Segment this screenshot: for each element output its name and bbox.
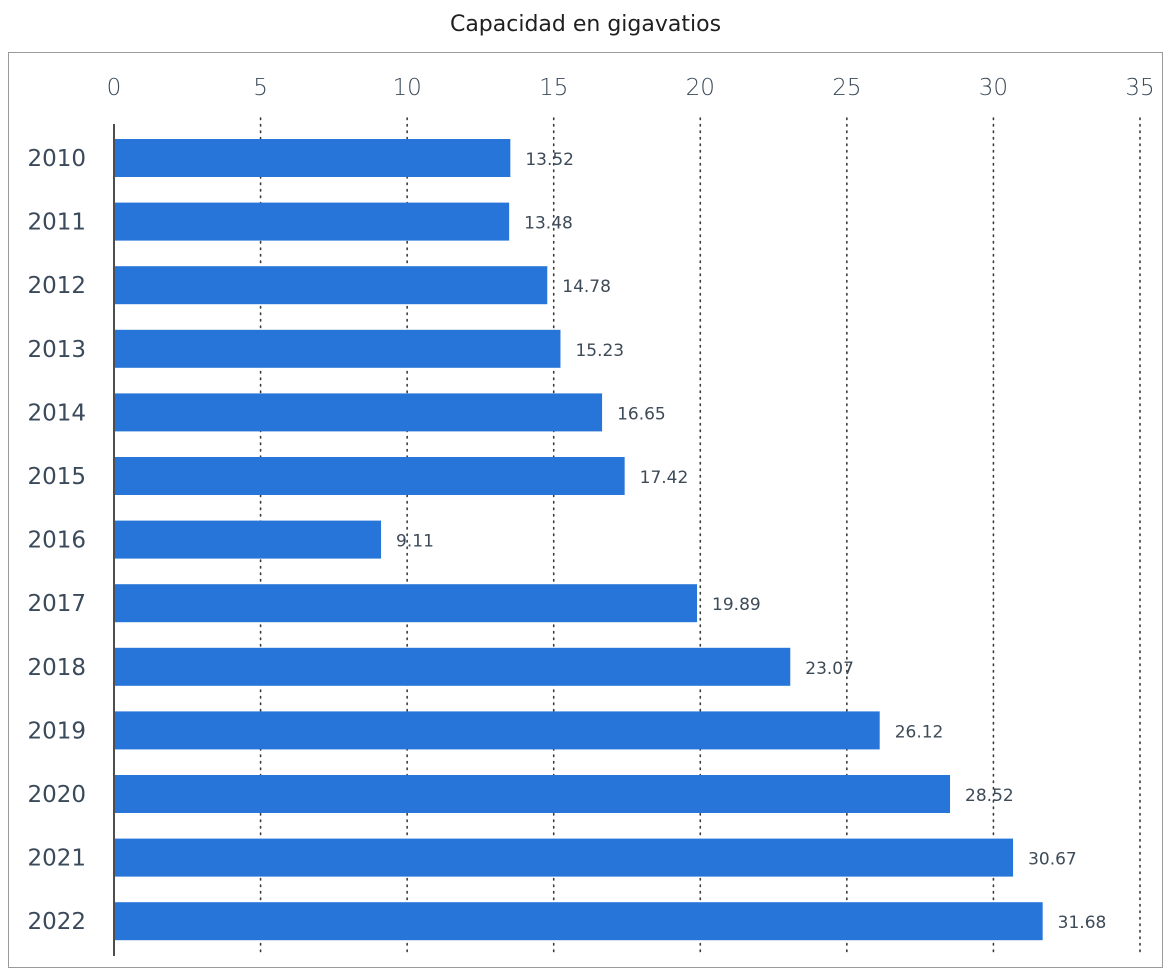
bar bbox=[115, 584, 697, 622]
bar bbox=[115, 139, 510, 177]
x-tick-label: 35 bbox=[1125, 75, 1154, 101]
bar-value-label: 14.78 bbox=[562, 277, 611, 297]
bar bbox=[115, 393, 602, 431]
y-category-label: 2021 bbox=[27, 846, 86, 872]
bar bbox=[115, 648, 790, 686]
bar bbox=[115, 902, 1043, 940]
bar-value-label: 26.12 bbox=[895, 722, 944, 742]
y-category-label: 2011 bbox=[27, 210, 86, 236]
bar-value-label: 13.48 bbox=[524, 214, 573, 234]
x-tick-label: 10 bbox=[393, 75, 422, 101]
bar bbox=[115, 330, 560, 368]
y-category-label: 2012 bbox=[27, 273, 86, 299]
y-category-label: 2018 bbox=[27, 655, 86, 681]
bar bbox=[115, 711, 880, 749]
y-axis-categories: 2010 2011 2012 2013 2014 2015 2016 2017 2018 2019… bbox=[27, 146, 86, 935]
y-category-label: 2010 bbox=[27, 146, 86, 172]
x-axis-ticks: 0 5 10 15 20 25 30 35 bbox=[107, 75, 1155, 101]
bar-value-label: 31.68 bbox=[1058, 913, 1107, 933]
y-category-label: 2016 bbox=[27, 528, 86, 554]
y-category-label: 2015 bbox=[27, 464, 86, 490]
x-tick-label: 30 bbox=[979, 75, 1008, 101]
x-tick-label: 20 bbox=[686, 75, 715, 101]
x-tick-label: 5 bbox=[253, 75, 268, 101]
bar bbox=[115, 203, 509, 241]
y-category-label: 2019 bbox=[27, 718, 86, 744]
bar-value-label: 9.11 bbox=[396, 532, 434, 552]
bar bbox=[115, 775, 950, 813]
bar-value-label: 16.65 bbox=[617, 404, 666, 424]
bar-value-label: 30.67 bbox=[1028, 850, 1077, 870]
y-category-label: 2022 bbox=[27, 909, 86, 935]
y-category-label: 2014 bbox=[27, 400, 86, 426]
bar bbox=[115, 521, 381, 559]
bar-value-label: 13.52 bbox=[525, 150, 574, 170]
x-tick-label: 25 bbox=[832, 75, 861, 101]
y-category-label: 2020 bbox=[27, 782, 86, 808]
gridlines bbox=[261, 118, 1140, 956]
bars bbox=[115, 139, 1043, 940]
x-tick-label: 0 bbox=[107, 75, 122, 101]
bar-value-label: 15.23 bbox=[575, 341, 624, 361]
y-category-label: 2017 bbox=[27, 591, 86, 617]
bar-value-label: 17.42 bbox=[640, 468, 689, 488]
bar bbox=[115, 839, 1013, 877]
x-tick-label: 15 bbox=[539, 75, 568, 101]
bar-value-label: 28.52 bbox=[965, 786, 1014, 806]
bar-value-label: 19.89 bbox=[712, 595, 761, 615]
bar-value-label: 23.07 bbox=[805, 659, 854, 679]
bar bbox=[115, 266, 547, 304]
bar bbox=[115, 457, 625, 495]
y-category-label: 2013 bbox=[27, 337, 86, 363]
